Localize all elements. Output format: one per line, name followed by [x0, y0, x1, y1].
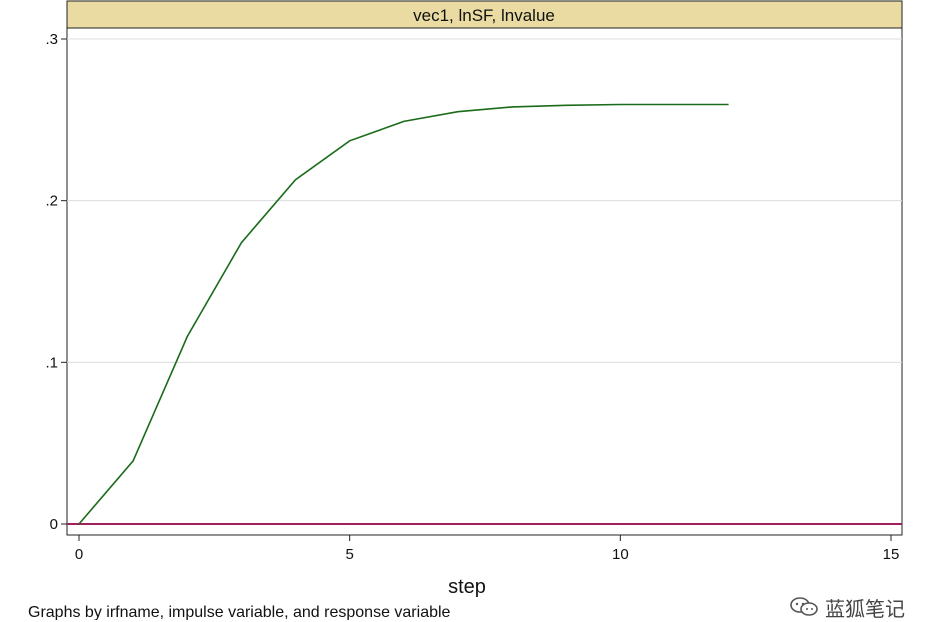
x-tick-label: 0 [75, 546, 83, 563]
gridlines [67, 38, 902, 363]
panel-title-bar [66, 0, 903, 29]
x-axis-title: step [448, 576, 486, 598]
x-axis: 0 5 10 15 [75, 535, 900, 563]
y-axis: 0 .1 .2 .3 [45, 31, 67, 533]
plot-area [66, 27, 903, 536]
wechat-icon [790, 597, 818, 616]
panel-title: vec1, lnSF, lnvalue [413, 6, 555, 25]
graph-note: Graphs by irfname, impulse variable, and… [28, 604, 451, 620]
y-tick-label: .1 [45, 354, 58, 371]
x-tick-label: 5 [345, 546, 353, 563]
y-tick-label: 0 [50, 516, 58, 533]
y-tick-label: .3 [45, 31, 58, 48]
series-line [78, 103, 729, 525]
x-tick-label: 10 [612, 546, 629, 563]
x-tick-label: 15 [883, 546, 900, 563]
watermark: 蓝狐笔记 [789, 594, 905, 621]
watermark-text: 蓝狐笔记 [825, 596, 905, 621]
y-tick-label: .2 [45, 193, 58, 210]
